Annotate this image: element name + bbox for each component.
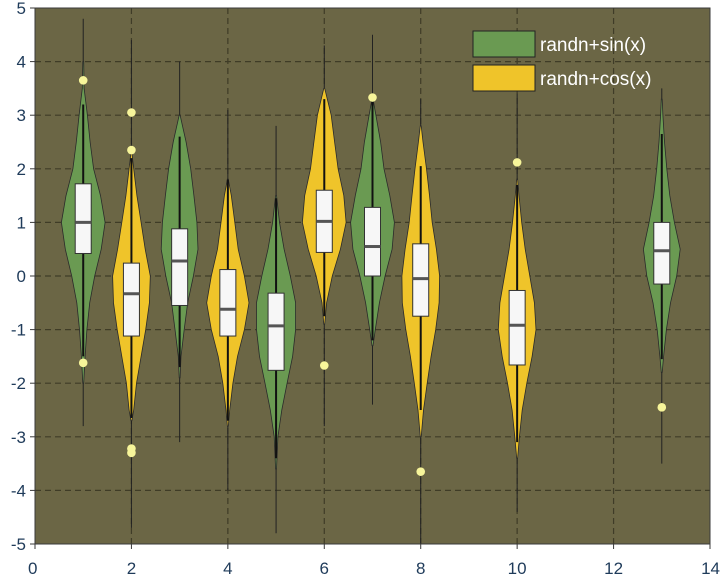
legend-label-cos: randn+cos(x) — [540, 69, 651, 90]
y-tick-label: -5 — [11, 535, 26, 554]
x-tick-label: 6 — [320, 559, 329, 578]
x-tick-label: 12 — [604, 559, 623, 578]
y-tick-label: 3 — [17, 106, 26, 125]
violin-outlier — [657, 403, 667, 412]
legend-swatch-cos — [472, 64, 536, 92]
x-tick-label: 8 — [416, 559, 425, 578]
violin-outlier — [78, 358, 88, 368]
violin-box — [171, 228, 189, 306]
violin-box — [364, 206, 381, 277]
y-tick-label: 0 — [17, 267, 26, 286]
violin-sin-x5 — [256, 125, 296, 534]
grid-lines — [35, 8, 710, 544]
y-tick-label: -2 — [11, 374, 26, 393]
x-tick-label: 4 — [223, 559, 232, 578]
legend-label-sin: randn+sin(x) — [540, 35, 646, 56]
violin-sin-x7 — [350, 34, 395, 405]
violin-sin-x3 — [160, 61, 199, 443]
y-tick-label: 2 — [17, 160, 26, 179]
violin-series — [60, 18, 681, 544]
violin-outlier — [127, 108, 136, 117]
violin-sin-x13 — [642, 88, 681, 464]
violin-outlier — [127, 145, 136, 155]
violin-box — [508, 289, 526, 366]
violin-box — [219, 269, 237, 337]
violin-outlier — [416, 467, 426, 476]
y-tick-label: 4 — [17, 53, 26, 72]
y-tick-label: 1 — [17, 213, 26, 232]
violin-box — [653, 221, 671, 285]
y-tick-label: -1 — [11, 321, 26, 340]
violin-cos-x6 — [301, 45, 347, 427]
violin-outlier — [127, 448, 136, 458]
x-tick-label: 0 — [28, 559, 37, 578]
violin-outlier — [78, 76, 88, 85]
violin-outlier — [368, 93, 377, 102]
violin-box — [267, 292, 285, 371]
violin-cos-x8 — [401, 99, 441, 544]
violin-cos-x10 — [497, 93, 537, 512]
violin-cos-x2 — [112, 40, 151, 528]
x-tick-label: 10 — [508, 559, 527, 578]
y-tick-label: -4 — [11, 481, 26, 500]
x-tick-label: 14 — [701, 559, 720, 578]
legend: randn+sin(x) randn+cos(x) — [472, 30, 651, 92]
violin-sin-x1 — [60, 18, 106, 427]
legend-swatch-sin — [472, 30, 536, 58]
x-tick-label: 2 — [127, 559, 136, 578]
violin-cos-x4 — [206, 109, 250, 491]
violin-box — [122, 262, 140, 337]
violin-box — [74, 183, 92, 254]
y-tick-label: -3 — [11, 428, 26, 447]
violin-outlier — [512, 158, 522, 167]
violin-outlier — [319, 361, 329, 370]
y-tick-label: 5 — [17, 0, 26, 18]
